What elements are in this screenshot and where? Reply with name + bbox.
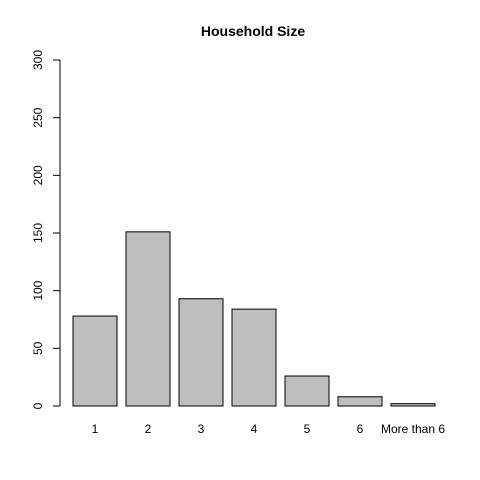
bar-2 <box>125 231 171 407</box>
chart-title: Household Size <box>201 23 305 39</box>
y-tick-label: 200 <box>31 165 45 185</box>
bars <box>72 231 436 407</box>
x-axis-labels: 1 2 3 4 5 6 More than 6 <box>92 422 446 436</box>
y-tick-label: 50 <box>31 341 45 355</box>
y-tick-label: 250 <box>31 107 45 127</box>
x-tick-label: 4 <box>251 422 258 436</box>
bar-7 <box>390 403 436 407</box>
bar-3 <box>178 298 224 407</box>
x-tick-label: 1 <box>92 422 99 436</box>
y-tick-label: 300 <box>31 50 45 70</box>
y-axis: 0 50 100 150 200 250 300 <box>31 50 61 409</box>
y-tick-label: 0 <box>31 402 45 409</box>
y-tick-label: 150 <box>31 223 45 243</box>
x-tick-label: 2 <box>145 422 152 436</box>
x-tick-label: 3 <box>198 422 205 436</box>
x-tick-label: 6 <box>357 422 364 436</box>
bar-6 <box>337 396 383 407</box>
x-tick-label: 5 <box>304 422 311 436</box>
bar-1 <box>72 315 118 407</box>
bar-4 <box>231 308 277 407</box>
y-tick-label: 100 <box>31 280 45 300</box>
x-tick-label: More than 6 <box>381 422 445 436</box>
bar-5 <box>284 375 330 407</box>
